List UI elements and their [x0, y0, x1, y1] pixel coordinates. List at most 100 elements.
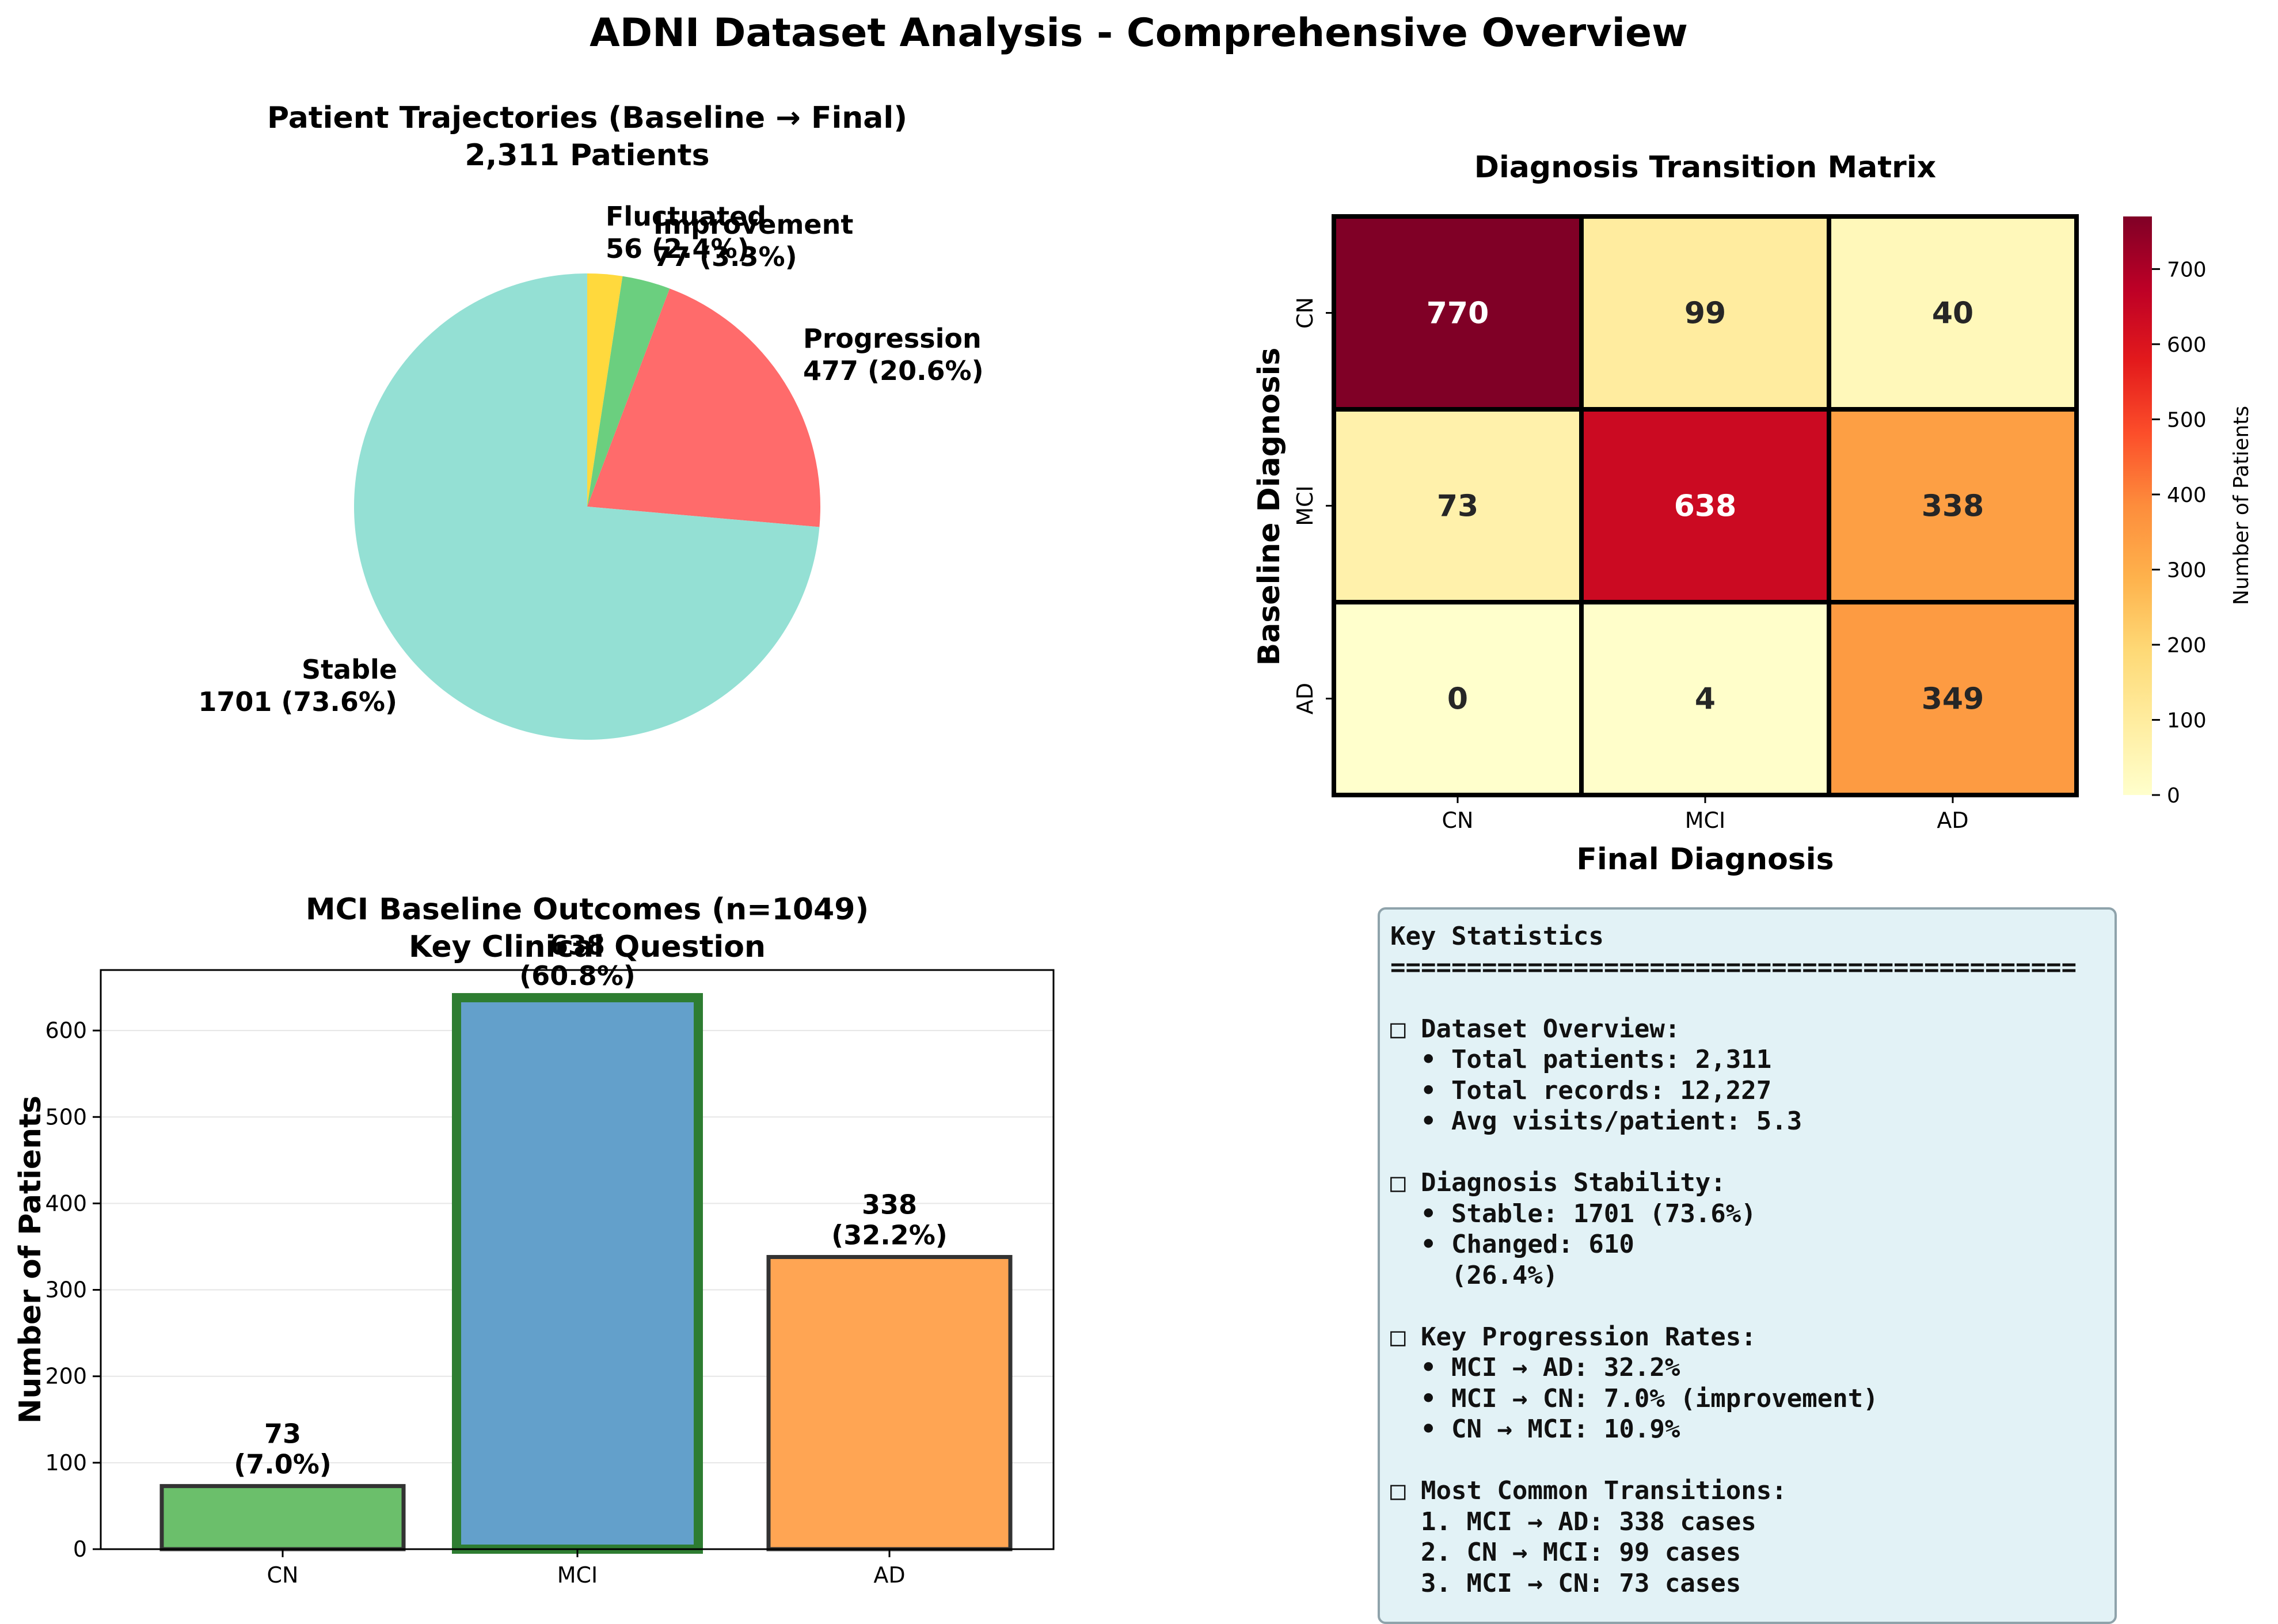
bar-value-pct: (7.0%) — [234, 1448, 332, 1480]
stats-line: • Avg visits/patient: 5.3 — [1390, 1106, 1802, 1136]
heatmap-ylabel: Baseline Diagnosis — [1252, 348, 1287, 666]
bar-mci — [452, 993, 703, 1554]
pie-label-improvement: Improvement — [653, 209, 853, 240]
stats-line: ========================================… — [1390, 952, 2077, 982]
stats-line: • Total patients: 2,311 — [1390, 1045, 1772, 1074]
bar-ytick-label: 300 — [45, 1277, 87, 1303]
heatmap-ytick-label: CN — [1292, 297, 1318, 329]
stats-line: • Stable: 1701 (73.6%) — [1390, 1199, 1756, 1229]
bar-chart-subtitle: Key Clinical Question — [409, 930, 766, 964]
bar-chart-panel: MCI Baseline Outcomes (n=1049) Key Clini… — [13, 892, 1055, 1588]
colorbar-tick-label: 0 — [2167, 784, 2180, 808]
bar-xtick-label: AD — [873, 1562, 905, 1588]
stats-line — [1390, 1445, 2104, 1476]
heatmap-ytick-label: AD — [1292, 683, 1318, 714]
pie-slice-fluctuated — [587, 273, 623, 507]
heatmap-xlabel: Final Diagnosis — [1576, 842, 1834, 877]
bar-ytick-label: 600 — [45, 1018, 87, 1043]
bar-ytick-label: 500 — [45, 1104, 87, 1129]
heatmap-cell-value: 73 — [1437, 489, 1478, 524]
pie-label-progression: Progression — [803, 323, 982, 354]
pie-value-fluctuated: 56 (2.4%) — [606, 233, 750, 264]
pie-slice-stable — [353, 273, 820, 740]
colorbar-tick-label: 100 — [2167, 709, 2207, 732]
heatmap-cell-value: 40 — [1932, 296, 1973, 331]
stats-line — [1390, 1137, 2104, 1168]
pie-chart-panel: Patient Trajectories (Baseline → Final) … — [198, 101, 984, 740]
colorbar — [2123, 216, 2152, 795]
pie-slices — [353, 273, 820, 740]
bar-value-pct: (60.8%) — [519, 960, 636, 991]
pie-chart-subtitle: 2,311 Patients — [465, 138, 709, 173]
key-statistics-panel: Key Statistics ==========================… — [1378, 907, 2117, 1624]
pie-label-fluctuated: Fluctuated — [606, 201, 766, 232]
heatmap-cell-value: 770 — [1427, 296, 1489, 331]
bar-value-labels: 73(7.0%) 638(60.8%) 338(32.2%) — [234, 930, 948, 1480]
bar-value-label: 338 — [862, 1189, 917, 1220]
stats-line: (26.4%) — [1390, 1260, 1558, 1290]
heatmap-cell-value: 638 — [1674, 489, 1737, 524]
stats-line: • Total records: 12,227 — [1390, 1075, 1772, 1105]
stats-line: • Changed: 610 — [1390, 1230, 1634, 1259]
heatmap-cell-value: 4 — [1695, 682, 1716, 717]
stats-line: □ Most Common Transitions: — [1390, 1476, 1787, 1505]
bar-cn — [159, 1484, 406, 1551]
heatmap-cell-mci-ad — [1827, 407, 2079, 604]
bar-value-pct: (32.2%) — [831, 1219, 948, 1250]
heatmap-xtick-label: CN — [1442, 808, 1474, 833]
heatmap-title: Diagnosis Transition Matrix — [1474, 150, 1936, 185]
colorbar-tick-label: 500 — [2167, 408, 2207, 432]
stats-line: 2. CN → MCI: 99 cases — [1390, 1538, 1741, 1567]
colorbar-tick-label: 400 — [2167, 484, 2207, 507]
stats-line — [1390, 1291, 2104, 1322]
bar-ytick-label: 200 — [45, 1364, 87, 1389]
colorbar-tick-label: 700 — [2167, 258, 2207, 282]
colorbar-tick-label: 300 — [2167, 558, 2207, 582]
bar-xtick-label: MCI — [557, 1562, 598, 1588]
pie-value-stable: 1701 (73.6%) — [198, 686, 397, 717]
stats-line: □ Dataset Overview: — [1390, 1014, 1680, 1044]
stats-line — [1390, 983, 2104, 1014]
pie-label-stable: Stable — [302, 654, 397, 685]
bar-ytick-label: 0 — [73, 1536, 87, 1562]
stats-line: • CN → MCI: 10.9% — [1390, 1414, 1680, 1444]
heatmap-cell-value: 338 — [1922, 489, 1984, 524]
pie-chart-title: Patient Trajectories (Baseline → Final) — [267, 101, 907, 135]
heatmap-cell-ad-cn — [1332, 600, 1584, 797]
bar-value-label: 638 — [550, 930, 605, 961]
bar-ylabel: Number of Patients — [13, 1096, 48, 1424]
heatmap-ticks: CN MCI AD CN MCI AD — [1292, 297, 1969, 833]
stats-line: 1. MCI → AD: 338 cases — [1390, 1507, 1756, 1536]
stats-line: □ Key Progression Rates: — [1390, 1322, 1756, 1352]
bar-value-label: 73 — [264, 1418, 301, 1449]
stats-line: • MCI → AD: 32.2% — [1390, 1353, 1680, 1382]
stats-line: Key Statistics — [1390, 922, 1604, 951]
heatmap-cell-value: 0 — [1447, 682, 1468, 717]
heatmap-cell-cn-ad — [1827, 214, 2079, 412]
heatmap-cell-mci-cn — [1332, 407, 1584, 604]
pie-slice-improvement — [587, 276, 670, 507]
pie-value-progression: 477 (20.6%) — [803, 355, 984, 386]
bar-rects — [159, 993, 1013, 1554]
heatmap-cells: 770 99 40 73 638 338 0 4 349 — [1332, 214, 2079, 797]
bar-ytick-label: 100 — [45, 1450, 87, 1475]
heatmap-xtick-label: MCI — [1685, 808, 1726, 833]
figure-suptitle: ADNI Dataset Analysis - Comprehensive Ov… — [590, 10, 1688, 56]
pie-slice-progression — [587, 288, 820, 527]
pie-value-improvement: 77 (3.3%) — [653, 241, 797, 272]
bar-ad — [766, 1254, 1013, 1551]
stats-line: □ Diagnosis Stability: — [1390, 1168, 1726, 1197]
bar-ytick-label: 400 — [45, 1191, 87, 1216]
stats-line: • MCI → CN: 7.0% (improvement) — [1390, 1383, 1878, 1413]
colorbar-label: Number of Patients — [2230, 406, 2253, 605]
colorbar-tick-label: 600 — [2167, 333, 2207, 357]
heatmap-cell-value: 99 — [1684, 296, 1726, 331]
bar-ticks: 0 100 200 300 400 500 600 CN MCI AD — [45, 1018, 905, 1588]
heatmap-cell-mci-mci — [1579, 407, 1831, 604]
colorbar-tick-label: 200 — [2167, 634, 2207, 657]
heatmap-xtick-label: AD — [1937, 808, 1968, 833]
colorbar-ticks: 0 100 200 300 400 500 600 700 — [2152, 258, 2207, 808]
